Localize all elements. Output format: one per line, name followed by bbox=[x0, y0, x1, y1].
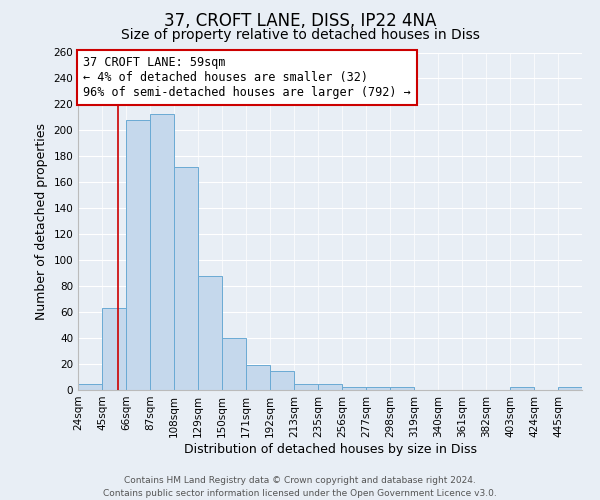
Bar bbox=[126, 120, 150, 390]
Bar bbox=[150, 114, 174, 390]
Bar bbox=[510, 388, 534, 390]
Text: Size of property relative to detached houses in Diss: Size of property relative to detached ho… bbox=[121, 28, 479, 42]
Bar bbox=[102, 308, 126, 390]
Bar bbox=[246, 366, 270, 390]
Text: 37 CROFT LANE: 59sqm
← 4% of detached houses are smaller (32)
96% of semi-detach: 37 CROFT LANE: 59sqm ← 4% of detached ho… bbox=[83, 56, 411, 99]
Bar bbox=[270, 370, 294, 390]
Bar bbox=[318, 384, 342, 390]
Bar bbox=[78, 384, 102, 390]
Text: Contains HM Land Registry data © Crown copyright and database right 2024.
Contai: Contains HM Land Registry data © Crown c… bbox=[103, 476, 497, 498]
Bar bbox=[390, 388, 414, 390]
Y-axis label: Number of detached properties: Number of detached properties bbox=[35, 122, 48, 320]
Bar bbox=[366, 388, 390, 390]
Bar bbox=[558, 388, 582, 390]
Bar bbox=[174, 166, 198, 390]
X-axis label: Distribution of detached houses by size in Diss: Distribution of detached houses by size … bbox=[184, 442, 476, 456]
Text: 37, CROFT LANE, DISS, IP22 4NA: 37, CROFT LANE, DISS, IP22 4NA bbox=[164, 12, 436, 30]
Bar bbox=[294, 384, 318, 390]
Bar bbox=[198, 276, 222, 390]
Bar bbox=[222, 338, 246, 390]
Bar bbox=[342, 388, 366, 390]
